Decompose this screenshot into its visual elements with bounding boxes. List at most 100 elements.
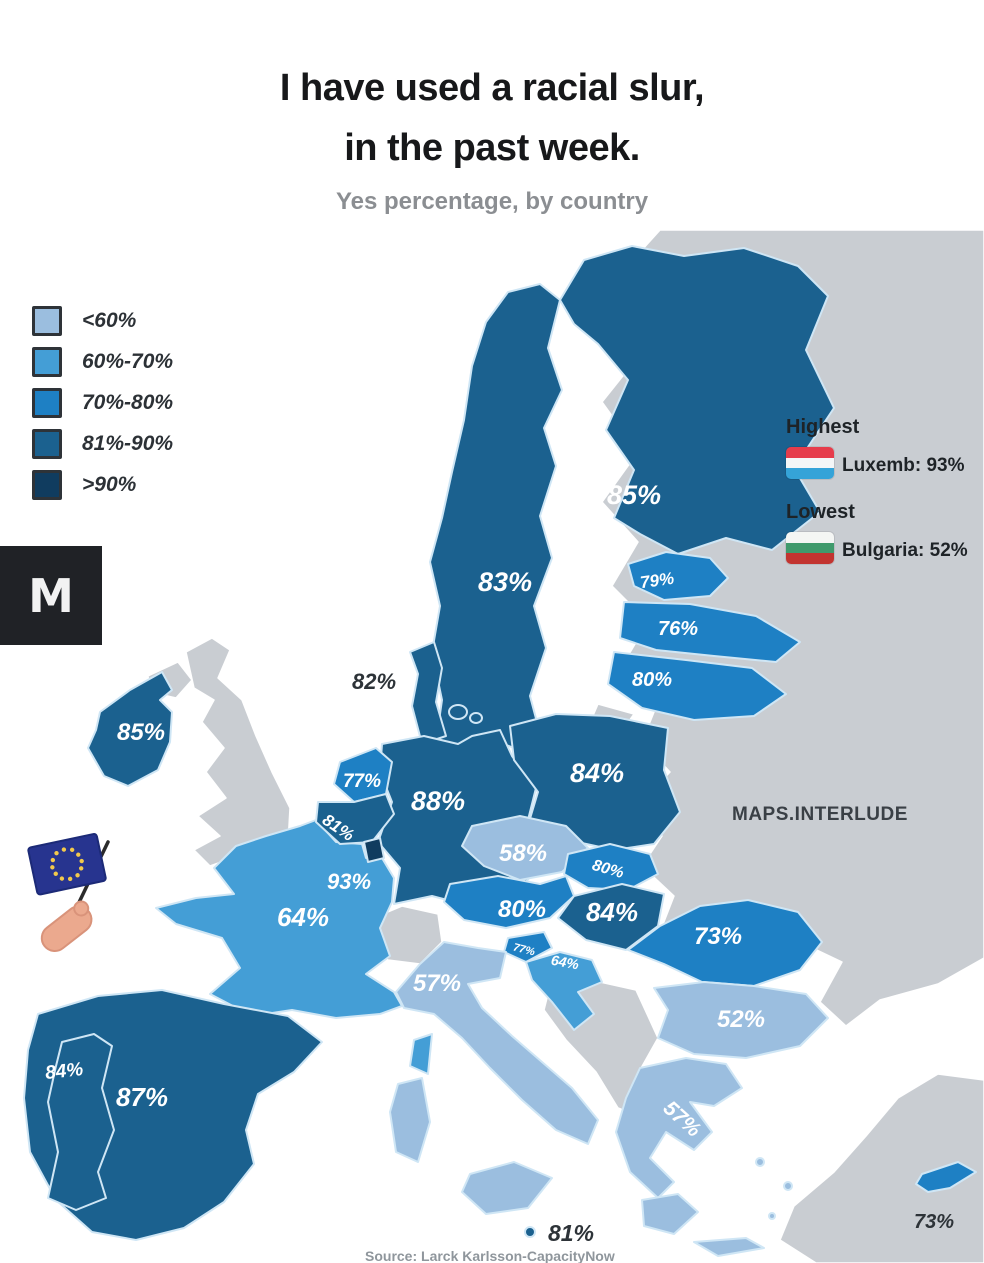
country-italy bbox=[395, 941, 599, 1145]
region-sardinia bbox=[389, 1077, 431, 1163]
country-romania bbox=[627, 899, 823, 987]
region-aegean-island3 bbox=[768, 1212, 776, 1220]
country-ireland bbox=[87, 671, 173, 787]
label-czechia: 58% bbox=[499, 840, 547, 867]
lowest-value: Bulgaria: 52% bbox=[842, 540, 968, 561]
country-denmark bbox=[409, 641, 447, 745]
country-turkey bbox=[779, 1073, 984, 1263]
label-spain: 87% bbox=[116, 1082, 168, 1112]
country-croatia bbox=[525, 951, 603, 1031]
flag-stripe bbox=[786, 457, 834, 469]
legend-label: 81%-90% bbox=[82, 432, 174, 455]
label-finland: 85% bbox=[607, 480, 661, 510]
legend-swatch-lt60 bbox=[32, 306, 62, 336]
flag-stripe bbox=[786, 468, 834, 479]
title-line-2: in the past week. bbox=[344, 127, 640, 169]
legend-label: 70%-80% bbox=[82, 391, 174, 414]
country-cyprus bbox=[915, 1161, 977, 1193]
country-lithuania bbox=[607, 651, 787, 721]
label-lithuania: 80% bbox=[632, 669, 672, 691]
label-luxembourg: 93% bbox=[327, 869, 371, 894]
highest-row: Luxemb: 93% bbox=[786, 447, 976, 479]
legend-item: >90% bbox=[32, 470, 173, 500]
label-cyprus: 73% bbox=[914, 1211, 954, 1233]
country-poland bbox=[509, 713, 681, 851]
eu-flag-illustration bbox=[27, 833, 110, 953]
eu-flag-canvas bbox=[27, 833, 107, 896]
country-czechia bbox=[461, 815, 589, 881]
flag-stripe bbox=[786, 542, 834, 554]
country-finland bbox=[559, 245, 835, 555]
legend-item: 60%-70% bbox=[32, 347, 173, 377]
country-united-kingdom bbox=[185, 637, 291, 867]
legend-item: <60% bbox=[32, 306, 173, 336]
logo-letter-m: M bbox=[28, 568, 74, 623]
label-slovenia: 77% bbox=[512, 942, 536, 959]
lowest-title: Lowest bbox=[786, 501, 855, 523]
region-peloponnese bbox=[641, 1193, 699, 1235]
label-ireland: 85% bbox=[117, 719, 165, 746]
legend-label: 60%-70% bbox=[82, 350, 174, 373]
legend-item: 70%-80% bbox=[32, 388, 173, 418]
country-malta bbox=[524, 1226, 536, 1238]
legend-swatch-70-80 bbox=[32, 388, 62, 418]
legend-swatch-81-90 bbox=[32, 429, 62, 459]
country-austria bbox=[443, 875, 575, 929]
label-hungary: 84% bbox=[586, 897, 638, 927]
lowest-row: Bulgaria: 52% bbox=[786, 532, 976, 564]
legend-item: 81%-90% bbox=[32, 429, 173, 459]
flag-stripe bbox=[786, 447, 834, 458]
bulgaria-flag-icon bbox=[786, 532, 834, 564]
label-netherlands: 77% bbox=[343, 771, 381, 792]
legend-label: >90% bbox=[82, 473, 137, 496]
legend-swatch-60-70 bbox=[32, 347, 62, 377]
label-sweden: 83% bbox=[478, 567, 532, 597]
country-portugal bbox=[47, 1033, 115, 1211]
flag-stripe bbox=[786, 553, 834, 564]
highest-value: Luxemb: 93% bbox=[842, 455, 965, 476]
country-estonia bbox=[627, 551, 729, 601]
source-text: Source: Larck Karlsson-CapacityNow bbox=[365, 1248, 615, 1263]
hand-holding-flag bbox=[40, 900, 93, 953]
region-sicily bbox=[461, 1161, 553, 1215]
country-greece bbox=[615, 1057, 743, 1199]
country-slovakia bbox=[563, 843, 659, 891]
label-portugal: 84% bbox=[44, 1059, 84, 1084]
region-aegean-island2 bbox=[783, 1181, 793, 1191]
label-austria: 80% bbox=[498, 896, 546, 923]
legend-label: <60% bbox=[82, 309, 137, 332]
label-latvia: 76% bbox=[658, 618, 698, 640]
country-denmark-island2 bbox=[469, 712, 483, 724]
title-block: I have used a racial slur, in the past w… bbox=[0, 58, 984, 216]
region-aegean-island bbox=[755, 1157, 765, 1167]
highest-title: Highest bbox=[786, 416, 860, 438]
label-italy: 57% bbox=[413, 970, 461, 997]
label-germany: 88% bbox=[411, 786, 465, 816]
luxembourg-flag-icon bbox=[786, 447, 834, 479]
country-latvia bbox=[619, 601, 801, 663]
label-france: 64% bbox=[277, 902, 329, 932]
label-poland: 84% bbox=[570, 758, 624, 788]
region-crete bbox=[693, 1237, 765, 1257]
highest-lowest-panel: Highest Luxemb: 93% Lowest Bulgaria: 52% bbox=[786, 416, 976, 586]
legend: <60% 60%-70% 70%-80% 81%-90% >90% bbox=[32, 306, 173, 500]
label-malta: 81% bbox=[548, 1220, 594, 1246]
country-denmark-island bbox=[448, 704, 468, 720]
maps-interlude-logo: M bbox=[0, 546, 102, 645]
eu-stars bbox=[50, 847, 84, 882]
country-belgium bbox=[315, 793, 395, 845]
legend-swatch-gt90 bbox=[32, 470, 62, 500]
label-denmark: 82% bbox=[352, 669, 396, 694]
country-norway-sweden bbox=[429, 283, 563, 763]
label-croatia: 64% bbox=[550, 952, 581, 973]
country-bulgaria bbox=[653, 981, 829, 1059]
label-bulgaria: 52% bbox=[717, 1006, 765, 1033]
country-hungary bbox=[557, 883, 665, 951]
country-luxembourg bbox=[363, 837, 385, 863]
watermark: MAPS.INTERLUDE bbox=[732, 804, 908, 825]
flag-stripe bbox=[786, 532, 834, 543]
label-estonia: 79% bbox=[639, 569, 675, 593]
subtitle: Yes percentage, by country bbox=[335, 188, 649, 215]
